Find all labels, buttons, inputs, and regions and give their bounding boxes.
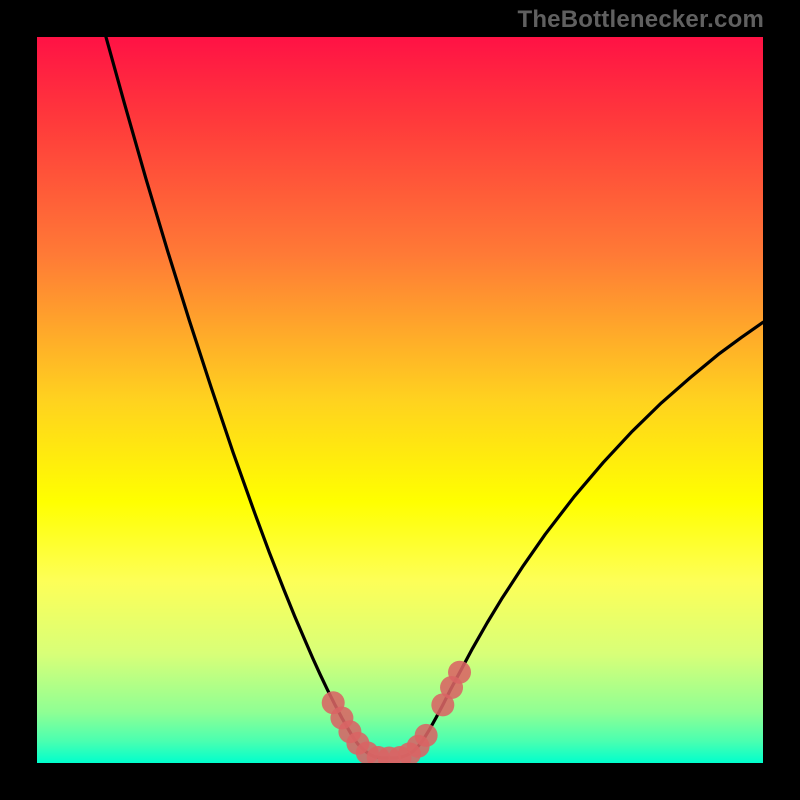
gradient-background xyxy=(37,37,763,763)
highlight-dot xyxy=(448,661,471,684)
stage: TheBottlenecker.com xyxy=(0,0,800,800)
highlight-dot xyxy=(415,724,438,747)
plot-area xyxy=(37,37,763,763)
plot-svg xyxy=(37,37,763,763)
watermark-text: TheBottlenecker.com xyxy=(517,6,764,34)
